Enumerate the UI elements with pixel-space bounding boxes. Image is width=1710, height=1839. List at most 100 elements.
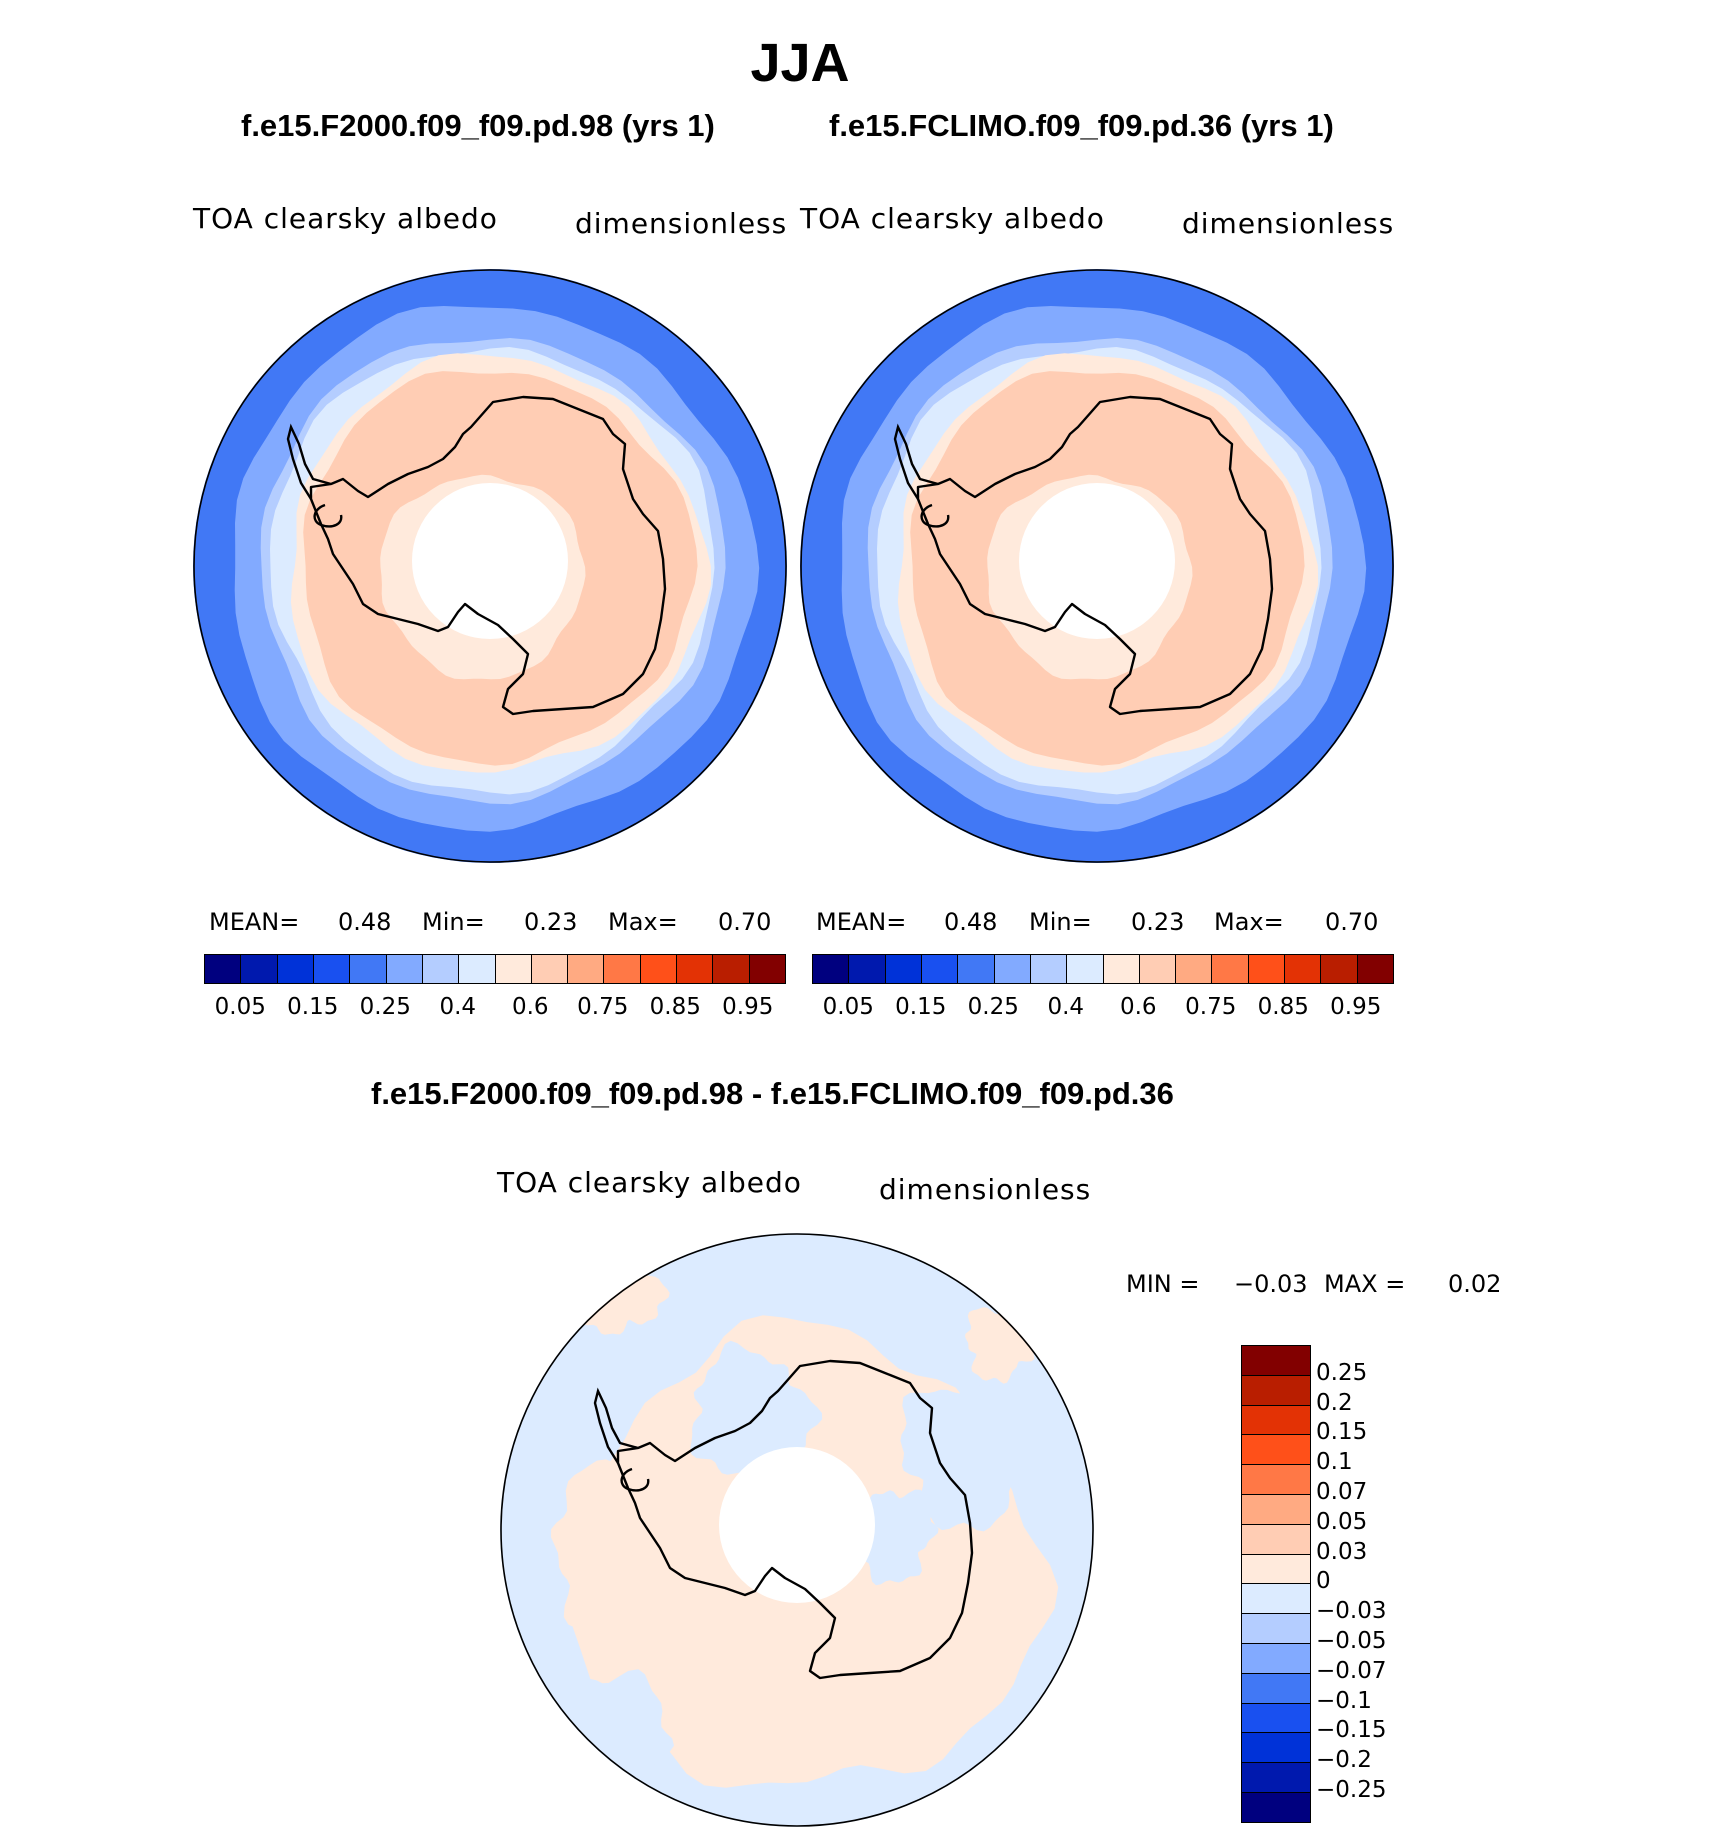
colorbar-tick-label: −0.2 bbox=[1316, 1747, 1372, 1774]
panel-2-max-value: 0.70 bbox=[1325, 908, 1379, 936]
colorbar-swatch bbox=[1242, 1554, 1310, 1585]
colorbar-swatch bbox=[1242, 1763, 1310, 1793]
panel-1-variable-label: TOA clearsky albedo bbox=[193, 202, 498, 235]
colorbar-swatch bbox=[1242, 1673, 1310, 1704]
colorbar-tick-label: −0.25 bbox=[1316, 1777, 1387, 1803]
colorbar-tick-label: 0.25 bbox=[1316, 1359, 1368, 1386]
colorbar-swatch bbox=[994, 955, 1031, 983]
colorbar-swatch bbox=[459, 955, 496, 983]
colorbar-swatch bbox=[1139, 955, 1177, 983]
panel-1-mean-label: MEAN= bbox=[209, 908, 300, 936]
colorbar-tick-label: 0.6 bbox=[1119, 994, 1157, 1020]
colorbar-tick-label: 0.75 bbox=[577, 994, 629, 1020]
colorbar-swatch bbox=[1242, 1524, 1310, 1555]
colorbar-tick-label: −0.07 bbox=[1316, 1657, 1387, 1684]
colorbar-swatch bbox=[1242, 1375, 1310, 1406]
colorbar-tick-label: 0.95 bbox=[722, 994, 774, 1020]
colorbar-tick-label: 0.4 bbox=[1047, 994, 1085, 1020]
colorbar-swatch bbox=[531, 955, 569, 983]
panel-1-units-label: dimensionless bbox=[575, 207, 788, 240]
colorbar-swatch bbox=[1242, 1346, 1310, 1376]
difference-min-value: −0.03 bbox=[1234, 1270, 1308, 1298]
difference-max-value: 0.02 bbox=[1448, 1270, 1502, 1298]
colorbar-swatch bbox=[1067, 955, 1104, 983]
colorbar-swatch bbox=[1242, 1614, 1310, 1644]
colorbar-tick-label: 0.05 bbox=[214, 994, 266, 1020]
colorbar-tick-label: 0.05 bbox=[1316, 1508, 1368, 1535]
colorbar-tick-label: 0.05 bbox=[822, 994, 874, 1020]
colorbar-tick-label: 0 bbox=[1316, 1568, 1331, 1595]
colorbar-swatch bbox=[350, 955, 387, 983]
colorbar-swatch bbox=[1357, 955, 1393, 983]
colorbar-swatch bbox=[604, 955, 641, 983]
difference-colorbar bbox=[1241, 1345, 1311, 1823]
panel-1-colorbar-ticks: 0.05 0.15 0.25 0.4 0.6 0.75 0.85 0.95 bbox=[204, 994, 787, 1024]
panel-1-max-label: Max= bbox=[608, 908, 678, 936]
colorbar-tick-label: 0.85 bbox=[1257, 994, 1309, 1020]
colorbar-tick-label: 0.6 bbox=[511, 994, 549, 1020]
colorbar-swatch bbox=[1242, 1584, 1310, 1615]
colorbar-swatch bbox=[885, 955, 922, 983]
panel-2-colorbar bbox=[812, 954, 1394, 984]
colorbar-swatch bbox=[813, 955, 850, 983]
colorbar-tick-label: −0.15 bbox=[1316, 1717, 1387, 1744]
colorbar-tick-label: 0.2 bbox=[1316, 1389, 1353, 1416]
difference-max-label: MAX = bbox=[1324, 1270, 1406, 1298]
difference-title: f.e15.F2000.f09_f09.pd.98 - f.e15.FCLIMO… bbox=[371, 1076, 1174, 1111]
difference-min-label: MIN = bbox=[1126, 1270, 1200, 1298]
colorbar-tick-label: 0.15 bbox=[895, 994, 947, 1020]
difference-polar-map bbox=[500, 1233, 1094, 1827]
colorbar-swatch bbox=[1242, 1405, 1310, 1436]
colorbar-tick-label: 0.15 bbox=[287, 994, 339, 1020]
colorbar-tick-label: 0.25 bbox=[359, 994, 411, 1020]
panel-2-max-label: Max= bbox=[1214, 908, 1284, 936]
colorbar-tick-label: 0.03 bbox=[1316, 1538, 1368, 1565]
colorbar-swatch bbox=[277, 955, 314, 983]
colorbar-swatch bbox=[1242, 1792, 1310, 1822]
colorbar-swatch bbox=[422, 955, 460, 983]
colorbar-swatch bbox=[1242, 1494, 1310, 1525]
colorbar-tick-label: 0.25 bbox=[967, 994, 1019, 1020]
panel-2-variable-label: TOA clearsky albedo bbox=[800, 202, 1105, 235]
colorbar-tick-label: −0.1 bbox=[1316, 1687, 1372, 1714]
panel-2-min-value: 0.23 bbox=[1131, 908, 1185, 936]
colorbar-tick-label: 0.95 bbox=[1330, 994, 1382, 1020]
colorbar-swatch bbox=[713, 955, 750, 983]
colorbar-swatch bbox=[849, 955, 886, 983]
colorbar-tick-label: −0.05 bbox=[1316, 1628, 1387, 1654]
colorbar-swatch bbox=[1242, 1733, 1310, 1764]
colorbar-swatch bbox=[568, 955, 605, 983]
panel-2-case-title: f.e15.FCLIMO.f09_f09.pd.36 (yrs 1) bbox=[829, 108, 1334, 143]
colorbar-swatch bbox=[1242, 1643, 1310, 1674]
colorbar-swatch bbox=[749, 955, 785, 983]
colorbar-swatch bbox=[1242, 1703, 1310, 1734]
difference-units-label: dimensionless bbox=[879, 1173, 1092, 1206]
panel-2-mean-label: MEAN= bbox=[816, 908, 907, 936]
panel-2-min-label: Min= bbox=[1029, 908, 1092, 936]
colorbar-swatch bbox=[386, 955, 423, 983]
colorbar-swatch bbox=[1285, 955, 1322, 983]
colorbar-swatch bbox=[640, 955, 678, 983]
colorbar-tick-label: −0.03 bbox=[1316, 1598, 1387, 1625]
colorbar-swatch bbox=[958, 955, 995, 983]
colorbar-swatch bbox=[921, 955, 959, 983]
difference-colorbar-ticks: 0.25 0.2 0.15 0.1 0.07 0.05 0.03 0 −0.03 −0.05 −0.… bbox=[1316, 1345, 1426, 1809]
colorbar-swatch bbox=[1242, 1465, 1310, 1495]
colorbar-swatch bbox=[313, 955, 351, 983]
colorbar-swatch bbox=[241, 955, 278, 983]
colorbar-swatch bbox=[1321, 955, 1358, 983]
panel-1-polar-map bbox=[193, 269, 787, 863]
colorbar-tick-label: 0.75 bbox=[1185, 994, 1237, 1020]
colorbar-tick-label: 0.4 bbox=[439, 994, 477, 1020]
colorbar-swatch bbox=[1176, 955, 1213, 983]
panel-2-units-label: dimensionless bbox=[1182, 207, 1395, 240]
figure-title: JJA bbox=[750, 33, 850, 93]
colorbar-swatch bbox=[205, 955, 242, 983]
panel-2-mean-value: 0.48 bbox=[944, 908, 998, 936]
difference-variable-label: TOA clearsky albedo bbox=[497, 1166, 802, 1199]
colorbar-swatch bbox=[1242, 1435, 1310, 1466]
colorbar-swatch bbox=[1030, 955, 1068, 983]
colorbar-tick-label: 0.15 bbox=[1316, 1419, 1368, 1446]
colorbar-tick-label: 0.07 bbox=[1316, 1479, 1368, 1505]
colorbar-swatch bbox=[1212, 955, 1249, 983]
